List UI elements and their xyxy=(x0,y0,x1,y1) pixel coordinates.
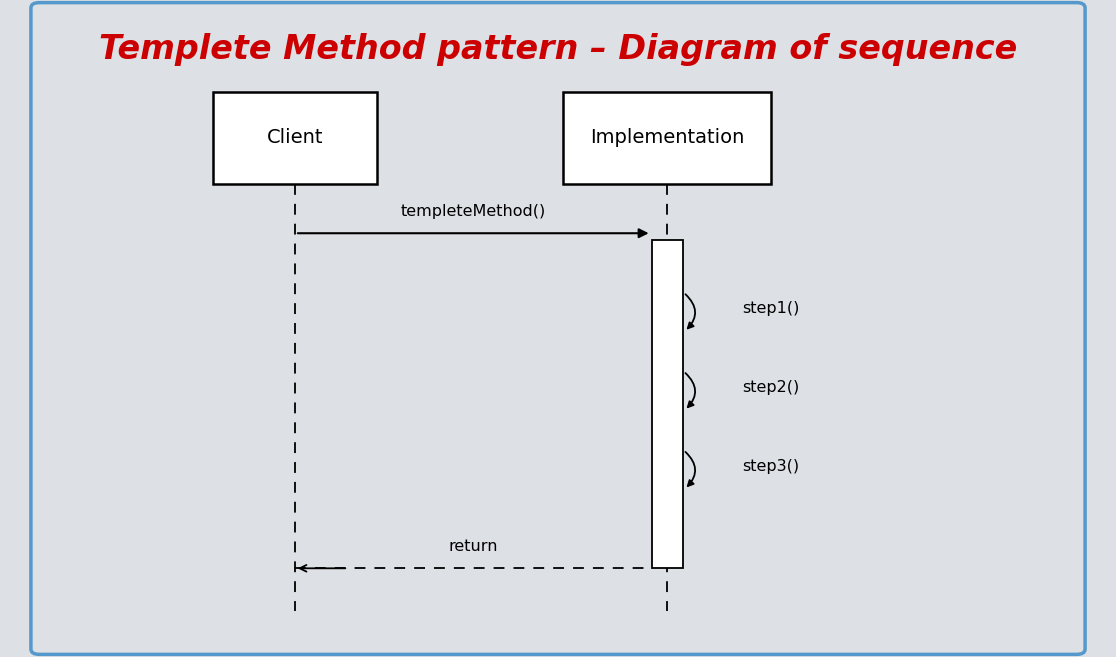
FancyArrowPatch shape xyxy=(685,373,695,407)
Text: Client: Client xyxy=(267,129,324,147)
Text: step3(): step3() xyxy=(742,459,799,474)
Text: step1(): step1() xyxy=(742,302,799,316)
FancyBboxPatch shape xyxy=(31,3,1085,654)
Text: return: return xyxy=(449,539,498,554)
Text: Implementation: Implementation xyxy=(589,129,744,147)
FancyBboxPatch shape xyxy=(213,92,377,184)
FancyBboxPatch shape xyxy=(652,240,683,568)
Text: step2(): step2() xyxy=(742,380,799,395)
FancyArrowPatch shape xyxy=(685,294,695,328)
FancyArrowPatch shape xyxy=(685,452,695,486)
Text: templeteMethod(): templeteMethod() xyxy=(401,204,546,219)
FancyBboxPatch shape xyxy=(564,92,770,184)
Text: Templete Method pattern – Diagram of sequence: Templete Method pattern – Diagram of seq… xyxy=(99,33,1017,66)
